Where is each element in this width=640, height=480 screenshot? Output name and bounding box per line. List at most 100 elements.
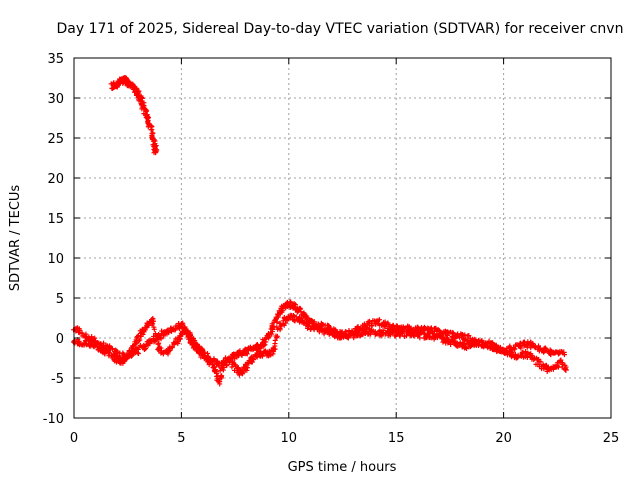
data-point [109, 346, 115, 352]
data-point [205, 355, 211, 361]
data-point [262, 342, 268, 348]
data-point [492, 344, 498, 350]
y-tick-label: 5 [56, 292, 64, 307]
data-point [133, 346, 139, 352]
data-point [394, 329, 400, 335]
data-point [152, 148, 159, 155]
x-tick-label: 20 [495, 431, 512, 446]
data-point [117, 353, 123, 359]
data-point [519, 350, 525, 356]
data-point [144, 108, 150, 114]
data-point [272, 337, 278, 343]
data-point [369, 323, 375, 329]
data-point [410, 333, 416, 339]
data-point [296, 306, 302, 312]
data-point [497, 344, 503, 350]
data-point [107, 350, 113, 356]
data-point [103, 348, 109, 354]
data-point [326, 323, 332, 329]
data-point [298, 309, 304, 315]
data-point [417, 335, 423, 341]
data-point [431, 336, 437, 342]
data-point [280, 308, 286, 314]
data-point [484, 343, 490, 349]
data-point [439, 336, 445, 342]
x-tick-label: 10 [281, 431, 298, 446]
data-point [277, 325, 283, 331]
data-point [129, 352, 135, 358]
data-point [280, 321, 286, 327]
data-point [126, 348, 132, 354]
data-point [275, 314, 281, 320]
data-point [198, 354, 204, 360]
data-point [437, 333, 443, 339]
data-point [152, 338, 158, 344]
data-point [189, 336, 195, 342]
data-point [339, 331, 345, 337]
data-point [560, 349, 567, 356]
data-point [115, 356, 121, 362]
data-point [92, 343, 98, 349]
data-point [216, 378, 222, 384]
data-point [89, 339, 95, 345]
y-axis-label: SDTVAR / TECUs [8, 185, 23, 292]
data-point [200, 350, 206, 356]
series-early-high-segment [108, 75, 160, 156]
x-axis-label: GPS time / hours [288, 460, 397, 475]
data-point [217, 381, 223, 387]
data-point [433, 325, 439, 331]
y-tick-label: -5 [51, 372, 64, 387]
data-point [129, 345, 135, 351]
y-tick-label: 15 [47, 212, 64, 227]
data-point [126, 78, 132, 84]
data-point [210, 359, 216, 365]
data-point [342, 330, 348, 336]
axis-ticks: 0 5 10 15 20 25 -10 -5 0 5 10 15 20 25 30 35 [43, 52, 620, 446]
data-point [354, 329, 360, 335]
data-point [161, 332, 167, 338]
data-point [102, 351, 108, 357]
data-point [232, 367, 238, 373]
data-point [298, 315, 304, 321]
data-point [542, 345, 548, 351]
data-point [244, 351, 250, 357]
y-tick-label: 35 [47, 52, 64, 67]
data-point [485, 344, 491, 350]
y-tick-label: 0 [56, 332, 64, 347]
data-point [518, 345, 524, 351]
data-point [390, 327, 396, 333]
data-point [553, 349, 559, 355]
data-point [512, 346, 518, 352]
data-point [524, 355, 530, 361]
data-point [385, 321, 391, 327]
data-point [183, 329, 189, 335]
data-point [136, 88, 142, 94]
data-point [292, 302, 298, 308]
data-point [75, 325, 81, 331]
data-point [443, 336, 449, 342]
y-tick-label: 10 [47, 252, 64, 267]
data-point [165, 351, 171, 357]
x-tick-label: 5 [177, 431, 185, 446]
data-point [135, 351, 141, 357]
series-track-b [71, 312, 569, 378]
data-point [351, 335, 357, 341]
data-point [239, 352, 245, 358]
data-points [71, 75, 569, 387]
data-point [333, 329, 339, 335]
data-point [244, 367, 250, 373]
data-point [150, 321, 156, 327]
data-point [213, 369, 219, 375]
y-tick-label: 25 [47, 132, 64, 147]
data-point [135, 350, 141, 356]
data-point [406, 328, 412, 334]
data-point [531, 355, 537, 361]
data-point [449, 337, 455, 343]
data-point [536, 359, 542, 365]
y-tick-label: 30 [47, 92, 64, 107]
data-point [541, 366, 547, 372]
data-point [532, 344, 538, 350]
data-point [171, 342, 177, 348]
data-point [319, 321, 325, 327]
